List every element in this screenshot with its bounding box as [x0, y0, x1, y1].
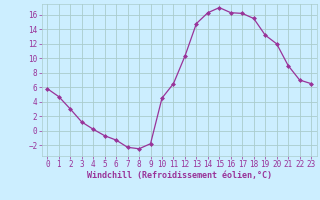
X-axis label: Windchill (Refroidissement éolien,°C): Windchill (Refroidissement éolien,°C) [87, 171, 272, 180]
